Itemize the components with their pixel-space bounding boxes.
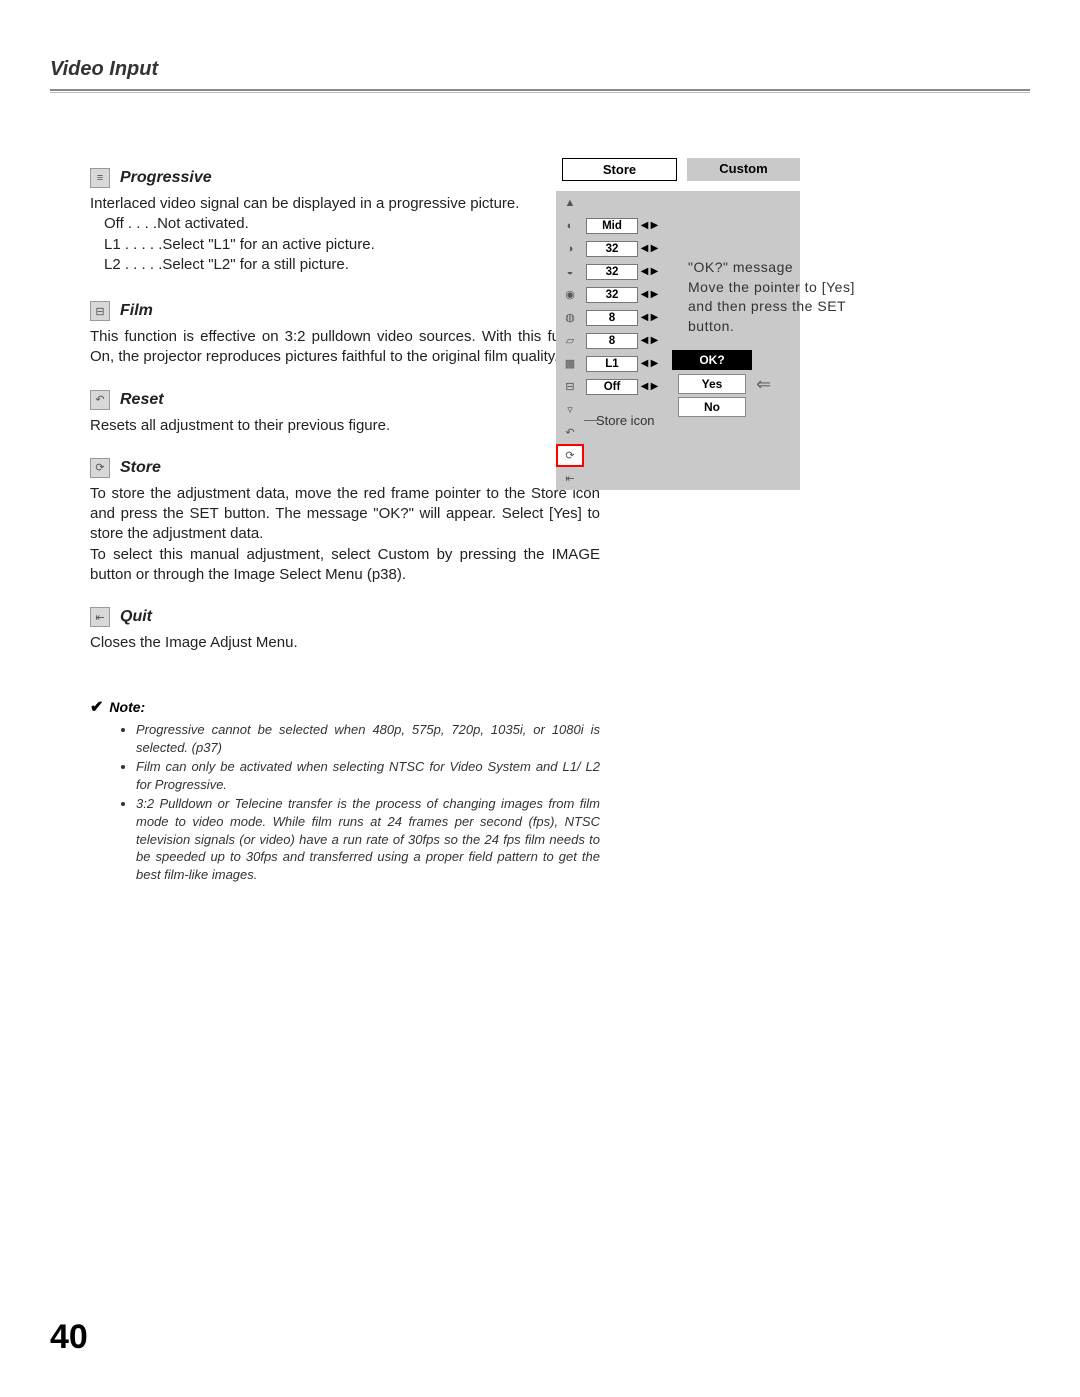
- osd-arrows: ◀▶: [640, 311, 659, 325]
- osd-arrows: ◀▶: [640, 219, 659, 233]
- osd-value: L1: [586, 356, 638, 372]
- osd-arrows: ◀▶: [640, 334, 659, 348]
- note-check-icon: ✔: [90, 697, 103, 717]
- film-title: Film: [120, 302, 153, 320]
- osd-value: Mid: [586, 218, 638, 234]
- progressive-opt-off: Off . . . .Not activated.: [90, 214, 600, 234]
- arrow-right-icon[interactable]: ▶: [650, 380, 659, 394]
- quit-icon: ⇤: [90, 607, 110, 627]
- section-progressive-head: ≡ Progressive: [90, 168, 600, 188]
- osd-quit-icon[interactable]: ⇤: [556, 467, 584, 490]
- progressive-icon: ≡: [90, 168, 110, 188]
- osd-body: ▲ ◐ ◑ ◒ ◉ ◍ ▱ ▩ ⊟ ▿ ↶ ⟳ ⇤ Mid ◀▶ 32 ◀▶ 3…: [556, 191, 800, 490]
- progressive-title: Progressive: [120, 169, 212, 187]
- reset-body: Resets all adjustment to their previous …: [90, 416, 600, 436]
- note-item: Film can only be activated when selectin…: [136, 758, 600, 793]
- osd-arrows: ◀▶: [640, 265, 659, 279]
- page-title: Video Input: [50, 58, 1030, 81]
- osd-reset-icon[interactable]: ↶: [556, 421, 584, 444]
- note-label: Note:: [109, 699, 145, 715]
- store-title: Store: [120, 459, 161, 477]
- progressive-intro: Interlaced video signal can be displayed…: [90, 194, 600, 214]
- arrow-left-icon[interactable]: ◀: [640, 265, 649, 279]
- arrow-left-icon[interactable]: ◀: [640, 334, 649, 348]
- osd-value: Off: [586, 379, 638, 395]
- osd-scroll-up-icon[interactable]: ▲: [556, 191, 584, 214]
- arrow-right-icon[interactable]: ▶: [650, 334, 659, 348]
- note-block: ✔ Note: Progressive cannot be selected w…: [90, 697, 600, 883]
- store-body1: To store the adjustment data, move the r…: [90, 484, 600, 545]
- osd-value: 8: [586, 310, 638, 326]
- store-callout-label: Store icon: [596, 413, 655, 428]
- osd-row: 32 ◀▶: [584, 237, 800, 260]
- osd-row-icon[interactable]: ▱: [556, 329, 584, 352]
- section-store-head: ⟳ Store: [90, 458, 600, 478]
- osd-arrows: ◀▶: [640, 380, 659, 394]
- osd-row-icon[interactable]: ⊟: [556, 375, 584, 398]
- quit-title: Quit: [120, 608, 152, 626]
- note-list: Progressive cannot be selected when 480p…: [90, 721, 600, 883]
- arrow-right-icon[interactable]: ▶: [650, 357, 659, 371]
- reset-title: Reset: [120, 391, 164, 409]
- arrow-left-icon[interactable]: ◀: [640, 219, 649, 233]
- arrow-right-icon[interactable]: ▶: [650, 219, 659, 233]
- note-head: ✔ Note:: [90, 697, 600, 717]
- osd-value: 32: [586, 241, 638, 257]
- store-body2: To select this manual adjustment, select…: [90, 545, 600, 586]
- osd-arrows: ◀▶: [640, 242, 659, 256]
- osd-row-icon[interactable]: ▩: [556, 352, 584, 375]
- ok-pointer-icon: ⇐: [756, 374, 771, 395]
- film-body: This function is effective on 3:2 pulldo…: [90, 327, 600, 368]
- osd-tab-store[interactable]: Store: [562, 158, 677, 181]
- arrow-left-icon[interactable]: ◀: [640, 311, 649, 325]
- reset-icon: ↶: [90, 390, 110, 410]
- osd-value: 32: [586, 287, 638, 303]
- osd-row-icon[interactable]: ◑: [556, 237, 584, 260]
- progressive-opt-l1: L1 . . . . .Select "L1" for an active pi…: [90, 235, 600, 255]
- ok-message: "OK?" message Move the pointer to [Yes] …: [688, 258, 858, 336]
- osd-row-icon[interactable]: ◐: [556, 214, 584, 237]
- page-number: 40: [50, 1318, 88, 1357]
- osd-tab-custom[interactable]: Custom: [687, 158, 800, 181]
- arrow-left-icon[interactable]: ◀: [640, 357, 649, 371]
- ok-no-button[interactable]: No: [678, 397, 746, 417]
- osd-arrows: ◀▶: [640, 288, 659, 302]
- ok-dialog-title: OK?: [672, 350, 752, 370]
- arrow-left-icon[interactable]: ◀: [640, 288, 649, 302]
- arrow-right-icon[interactable]: ▶: [650, 311, 659, 325]
- arrow-right-icon[interactable]: ▶: [650, 242, 659, 256]
- osd-store-icon[interactable]: ⟳: [556, 444, 584, 467]
- section-reset-head: ↶ Reset: [90, 390, 600, 410]
- arrow-right-icon[interactable]: ▶: [650, 288, 659, 302]
- osd-tabs: Store Custom: [556, 158, 800, 181]
- osd-icon-column: ▲ ◐ ◑ ◒ ◉ ◍ ▱ ▩ ⊟ ▿ ↶ ⟳ ⇤: [556, 191, 584, 490]
- arrow-left-icon[interactable]: ◀: [640, 380, 649, 394]
- section-film-head: ⊟ Film: [90, 301, 600, 321]
- film-icon: ⊟: [90, 301, 110, 321]
- ok-yes-button[interactable]: Yes: [678, 374, 746, 394]
- page-header: Video Input: [50, 58, 1030, 93]
- content-column: ≡ Progressive Interlaced video signal ca…: [90, 150, 600, 885]
- osd-row-icon[interactable]: ◍: [556, 306, 584, 329]
- osd-value: 32: [586, 264, 638, 280]
- osd-arrows: ◀▶: [640, 357, 659, 371]
- ok-dialog-body: Yes No: [672, 370, 752, 421]
- osd-row: Mid ◀▶: [584, 214, 800, 237]
- osd-row-icon[interactable]: ◉: [556, 283, 584, 306]
- arrow-left-icon[interactable]: ◀: [640, 242, 649, 256]
- osd-value-column: Mid ◀▶ 32 ◀▶ 32 ◀▶ 32 ◀▶ 8 ◀▶ 8 ◀▶: [584, 191, 800, 490]
- header-rule: [50, 89, 1030, 93]
- note-item: Progressive cannot be selected when 480p…: [136, 721, 600, 756]
- osd-row-icon[interactable]: ▿: [556, 398, 584, 421]
- arrow-right-icon[interactable]: ▶: [650, 265, 659, 279]
- progressive-opt-l2: L2 . . . . .Select "L2" for a still pict…: [90, 255, 600, 275]
- osd-row-icon[interactable]: ◒: [556, 260, 584, 283]
- osd-value: 8: [586, 333, 638, 349]
- store-icon: ⟳: [90, 458, 110, 478]
- quit-body: Closes the Image Adjust Menu.: [90, 633, 600, 653]
- note-item: 3:2 Pulldown or Telecine transfer is the…: [136, 795, 600, 883]
- section-quit-head: ⇤ Quit: [90, 607, 600, 627]
- ok-dialog: OK? Yes No: [672, 350, 752, 421]
